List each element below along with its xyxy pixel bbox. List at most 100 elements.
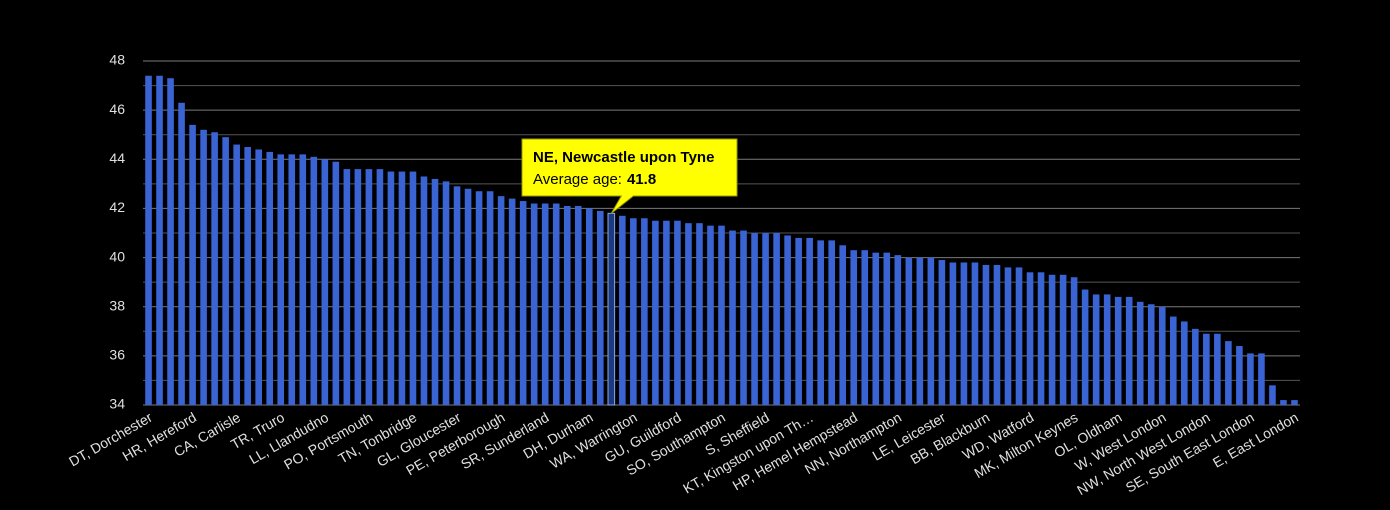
tooltip-box xyxy=(521,138,738,214)
bar xyxy=(1247,353,1254,405)
bar xyxy=(707,225,714,405)
bar xyxy=(1059,274,1067,405)
bar xyxy=(145,75,152,405)
bar xyxy=(211,132,218,405)
y-tick-label: 48 xyxy=(109,52,125,68)
bar xyxy=(1004,267,1012,405)
bar xyxy=(288,154,296,405)
bar xyxy=(817,240,824,405)
y-tick-label: 44 xyxy=(109,150,125,166)
bar xyxy=(1015,267,1023,405)
bar xyxy=(1103,294,1111,405)
tooltip-value: 41.8 xyxy=(627,171,656,188)
bar xyxy=(222,137,229,405)
bar xyxy=(1037,272,1045,405)
bar xyxy=(872,252,880,405)
bar xyxy=(486,191,494,405)
bar xyxy=(376,169,384,405)
bar xyxy=(409,171,417,405)
bar xyxy=(971,262,979,405)
bar xyxy=(1291,400,1298,405)
bar xyxy=(1158,306,1166,405)
bar xyxy=(905,257,913,405)
bar xyxy=(431,178,439,405)
bar xyxy=(740,230,747,405)
bar xyxy=(1136,301,1144,405)
bar xyxy=(508,198,516,405)
bar xyxy=(949,262,957,405)
bar xyxy=(156,75,163,405)
bar xyxy=(398,171,406,405)
bar xyxy=(497,196,505,405)
bar xyxy=(861,250,869,405)
bar xyxy=(828,240,835,405)
bar xyxy=(1280,400,1287,405)
bar xyxy=(585,208,593,405)
bar xyxy=(607,212,616,406)
bar xyxy=(354,169,362,405)
bar xyxy=(784,235,791,405)
y-tick-label: 34 xyxy=(109,396,125,412)
bar xyxy=(332,161,340,405)
bar xyxy=(839,245,847,405)
bar xyxy=(674,220,681,405)
bar xyxy=(652,220,659,405)
bar xyxy=(541,203,549,405)
bar xyxy=(321,159,329,405)
bar xyxy=(630,218,637,405)
tooltip-label: Average age: xyxy=(533,171,622,188)
bar xyxy=(927,257,935,405)
bar xyxy=(1147,304,1155,405)
bar xyxy=(762,233,769,405)
bar xyxy=(178,102,185,406)
bar xyxy=(453,186,461,405)
bar xyxy=(1236,346,1243,405)
bar xyxy=(552,203,560,405)
bar xyxy=(310,156,318,405)
bar xyxy=(795,237,802,405)
bar xyxy=(916,257,924,405)
y-tick-label: 46 xyxy=(109,101,125,117)
bar xyxy=(464,188,472,405)
bar xyxy=(993,264,1001,405)
bar xyxy=(1048,274,1056,405)
bar xyxy=(343,169,351,405)
bar xyxy=(773,233,780,405)
bar xyxy=(883,252,891,405)
y-tick-label: 40 xyxy=(109,248,125,264)
bar xyxy=(806,237,813,405)
bar xyxy=(1258,353,1265,405)
bar xyxy=(1169,316,1177,405)
bar xyxy=(1070,277,1078,405)
tooltip-line: Average age: 41.8 xyxy=(533,171,656,188)
bar xyxy=(1081,289,1089,405)
bar xyxy=(1269,385,1276,405)
bar xyxy=(663,220,670,405)
bar xyxy=(718,225,725,405)
bar xyxy=(530,203,538,405)
bar xyxy=(519,201,527,405)
bar xyxy=(233,144,240,406)
bar xyxy=(167,78,174,405)
bar xyxy=(729,230,736,405)
bar xyxy=(266,151,274,405)
bar xyxy=(619,215,626,405)
tooltip: NE, Newcastle upon Tyne Average age: 41.8 xyxy=(521,138,738,214)
bar xyxy=(850,250,858,405)
bar xyxy=(685,223,692,405)
bar xyxy=(1225,341,1232,405)
tooltip-title: NE, Newcastle upon Tyne xyxy=(533,149,714,166)
bar xyxy=(365,169,373,405)
bar xyxy=(960,262,968,405)
bar xyxy=(1026,272,1034,405)
bar xyxy=(1114,296,1122,405)
bar xyxy=(938,260,946,405)
bar xyxy=(641,218,648,405)
y-tick-label: 38 xyxy=(109,297,125,313)
bar xyxy=(596,210,604,405)
y-tick-label: 42 xyxy=(109,199,125,215)
bar xyxy=(1125,296,1133,405)
bar xyxy=(696,223,703,405)
